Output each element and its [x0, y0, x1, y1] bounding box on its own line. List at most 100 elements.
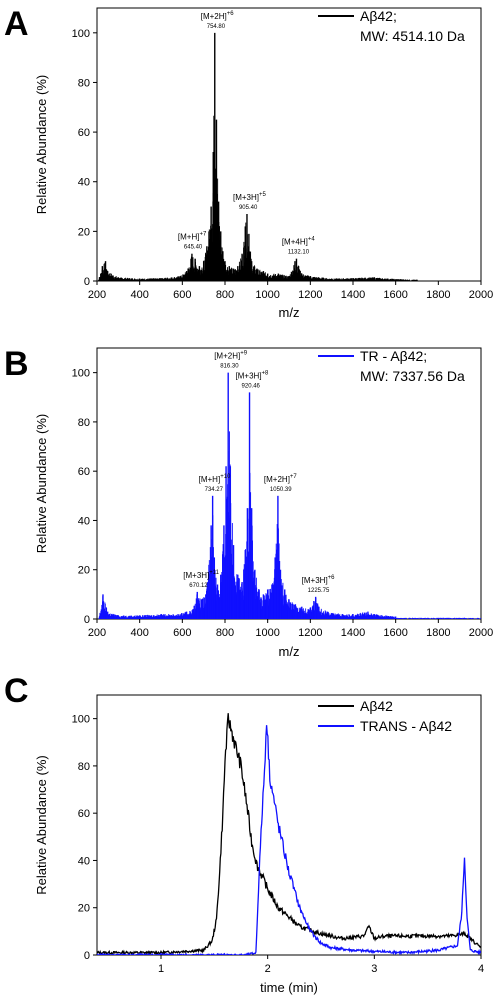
peak-annotation: [M+2H]+9 816.30	[214, 351, 248, 370]
annotation-ion: [M+2H]+6	[201, 11, 235, 21]
y-tick-label: 60	[78, 808, 90, 820]
annotation-value: 670.12	[189, 583, 208, 589]
annotation-value: 1132.10	[288, 250, 310, 256]
annotation-ion-text: [M+3H]	[233, 193, 259, 202]
annotation-ion-text: [M+3H]	[236, 371, 262, 380]
legend-label: MW: 4514.10 Da	[360, 28, 465, 44]
legend-label: Aβ42;	[360, 8, 397, 24]
x-axis-label: m/z	[279, 644, 300, 659]
peak-annotation: [M+3H]+6 1225.75	[302, 575, 336, 594]
annotation-ion: [M+H]+7	[178, 232, 207, 242]
annotation-charge: +10	[220, 474, 231, 480]
peak-annotation: [M+3H]+8 920.46	[236, 370, 270, 389]
x-tick-label: 200	[88, 627, 106, 639]
x-tick-label: 1600	[383, 289, 407, 301]
annotation-value: 920.46	[242, 383, 261, 389]
plot-data	[98, 32, 418, 281]
plot-data	[97, 713, 481, 955]
x-tick-label: 1400	[341, 289, 365, 301]
y-axis-label: Relative Abundance (%)	[34, 755, 49, 894]
annotation-value: 754.80	[207, 24, 226, 30]
y-tick-label: 100	[72, 714, 90, 726]
plot-frame	[96, 694, 482, 956]
series-line	[97, 725, 481, 955]
x-axis-label: time (min)	[260, 980, 318, 995]
y-tick-label: 60	[78, 466, 90, 478]
annotation-charge: +8	[262, 370, 270, 376]
annotation-charge: +6	[328, 575, 336, 581]
annotation-ion: [M+2H]+7	[264, 474, 298, 484]
annotation-ion: [M+2H]+9	[214, 351, 248, 361]
peak-annotation: [M+3H]+5 905.40	[233, 192, 267, 211]
annotation-ion-text: [M+3H]	[183, 571, 209, 580]
x-tick-label: 400	[130, 289, 148, 301]
y-axis-label: Relative Abundance (%)	[34, 75, 49, 214]
plot-data	[98, 372, 481, 619]
y-tick-label: 40	[78, 515, 90, 527]
annotation-value: 1050.39	[270, 487, 292, 493]
y-tick-label: 40	[78, 177, 90, 189]
x-tick-label: 1000	[255, 627, 279, 639]
legend-label: TRANS - Aβ42	[360, 718, 452, 734]
x-tick-label: 1800	[426, 289, 450, 301]
y-tick-label: 60	[78, 127, 90, 139]
annotation-ion-text: [M+H]	[199, 475, 221, 484]
peak-annotation: [M+2H]+6 754.80	[201, 11, 235, 30]
x-tick-label: 800	[216, 289, 234, 301]
y-axis-label: Relative Abundance (%)	[34, 414, 49, 553]
y-tick-label: 0	[84, 950, 90, 962]
annotation-value: 645.40	[184, 245, 203, 251]
annotation-ion-text: [M+2H]	[201, 12, 227, 21]
panel-letter: C	[4, 672, 29, 710]
x-tick-label: 1000	[255, 289, 279, 301]
annotation-ion: [M+3H]+6	[302, 575, 336, 585]
x-tick-label: 1400	[341, 627, 365, 639]
peak-annotation: [M+H]+7 645.40	[178, 232, 207, 251]
annotation-value: 816.30	[220, 364, 239, 370]
annotation-charge: +9	[240, 351, 248, 357]
annotation-ion-text: [M+2H]	[214, 352, 240, 361]
legend-label: Aβ42	[360, 698, 393, 714]
x-tick-label: 600	[173, 627, 191, 639]
peak-annotation: [M+H]+10 734.27	[199, 474, 231, 493]
annotation-ion-text: [M+2H]	[264, 475, 290, 484]
y-tick-label: 80	[78, 417, 90, 429]
x-tick-label: 400	[130, 627, 148, 639]
annotation-ion: [M+3H]+11	[183, 570, 219, 580]
y-tick-label: 0	[84, 614, 90, 626]
x-tick-label: 3	[371, 963, 377, 975]
panel-letter: A	[4, 5, 29, 43]
panel-letter: B	[4, 345, 29, 383]
annotation-charge: +4	[308, 237, 316, 243]
x-tick-label: 2000	[469, 289, 493, 301]
x-tick-label: 1	[158, 963, 164, 975]
annotation-ion-text: [M+3H]	[302, 576, 328, 585]
peak-annotation: [M+3H]+11 670.12	[183, 570, 219, 589]
y-tick-label: 80	[78, 77, 90, 89]
x-axis-label: m/z	[279, 305, 300, 320]
annotation-charge: +6	[227, 11, 235, 17]
annotation-ion: [M+3H]+5	[233, 192, 267, 202]
x-tick-label: 1200	[298, 627, 322, 639]
y-tick-label: 80	[78, 761, 90, 773]
x-tick-label: 1800	[426, 627, 450, 639]
y-tick-label: 100	[72, 368, 90, 380]
annotation-ion-text: [M+H]	[178, 233, 200, 242]
chart-panel-B: B 200 400 600 800 1000 1200 1400 1600 1800 2000 0 20…	[4, 345, 493, 659]
annotation-ion: [M+H]+10	[199, 474, 231, 484]
peak-annotation: [M+2H]+7 1050.39	[264, 474, 298, 493]
y-tick-label: 20	[78, 565, 90, 577]
chart-panel-A: A 200 400 600 800 1000 1200 1400 1600 1800 2000 0 20…	[4, 5, 493, 320]
x-tick-label: 2	[265, 963, 271, 975]
series-line	[97, 713, 481, 955]
legend-label: MW: 7337.56 Da	[360, 368, 465, 384]
annotation-ion: [M+3H]+8	[236, 370, 270, 380]
annotation-value: 905.40	[239, 205, 258, 211]
annotation-charge: +7	[290, 474, 298, 480]
y-tick-label: 20	[78, 903, 90, 915]
y-tick-label: 20	[78, 226, 90, 238]
annotation-ion: [M+4H]+4	[282, 237, 316, 247]
legend-label: TR - Aβ42;	[360, 348, 427, 364]
x-tick-label: 2000	[469, 627, 493, 639]
